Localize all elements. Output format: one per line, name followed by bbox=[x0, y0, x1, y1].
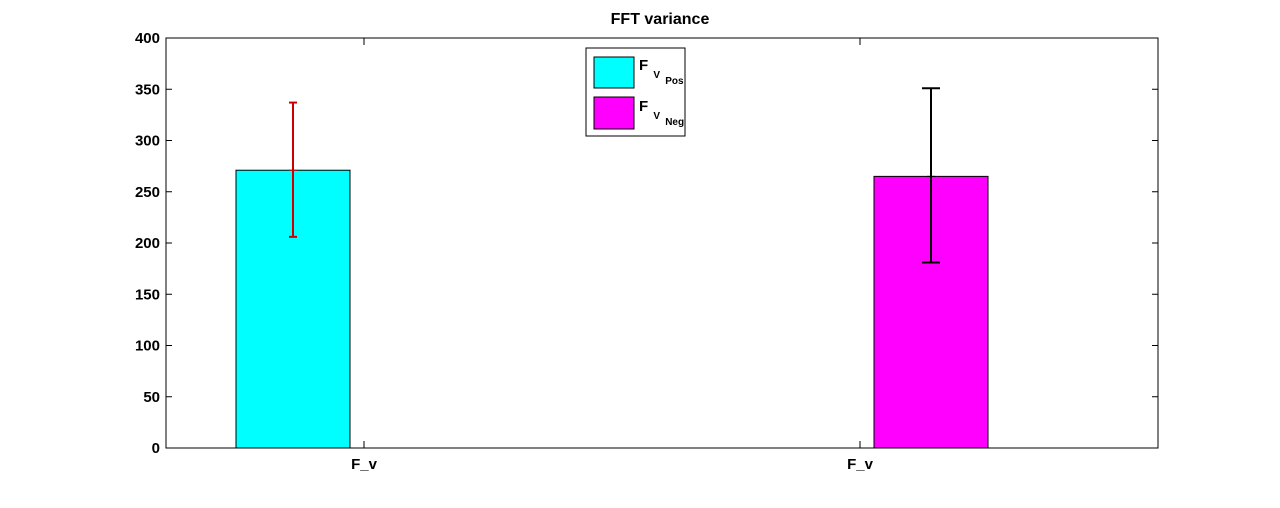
y-tick-label: 100 bbox=[135, 338, 160, 355]
legend-swatch-neg bbox=[593, 96, 635, 130]
legend: F V Pos F V Neg bbox=[585, 47, 686, 137]
error-bars bbox=[289, 87, 940, 264]
y-tick-label: 0 bbox=[152, 440, 160, 457]
y-tick-label: 350 bbox=[135, 81, 160, 98]
chart-title: FFT variance bbox=[611, 11, 710, 28]
x-axis: F_v F_v bbox=[351, 38, 874, 473]
x-tick-label: F_v bbox=[847, 456, 874, 473]
legend-label-pos-sub1: V bbox=[653, 70, 660, 81]
y-tick-label: 150 bbox=[135, 286, 160, 303]
legend-label-pos: F V Pos bbox=[639, 57, 684, 87]
legend-label-neg: F V Neg bbox=[639, 98, 684, 128]
y-tick-label: 250 bbox=[135, 184, 160, 201]
legend-label-pos-main: F bbox=[639, 57, 648, 74]
legend-swatch-pos bbox=[593, 56, 635, 89]
legend-label-pos-sub2: Pos bbox=[665, 76, 684, 87]
x-tick-label: F_v bbox=[351, 456, 378, 473]
y-tick-label: 300 bbox=[135, 133, 160, 150]
y-tick-label: 50 bbox=[143, 389, 160, 406]
legend-label-neg-main: F bbox=[639, 98, 648, 115]
y-tick-label: 200 bbox=[135, 235, 160, 252]
y-axis: 0 50 100 150 200 250 300 350 400 bbox=[135, 30, 1158, 457]
y-tick-label: 400 bbox=[135, 30, 160, 47]
legend-label-neg-sub1: V bbox=[653, 111, 660, 122]
legend-label-neg-sub2: Neg bbox=[665, 117, 684, 128]
